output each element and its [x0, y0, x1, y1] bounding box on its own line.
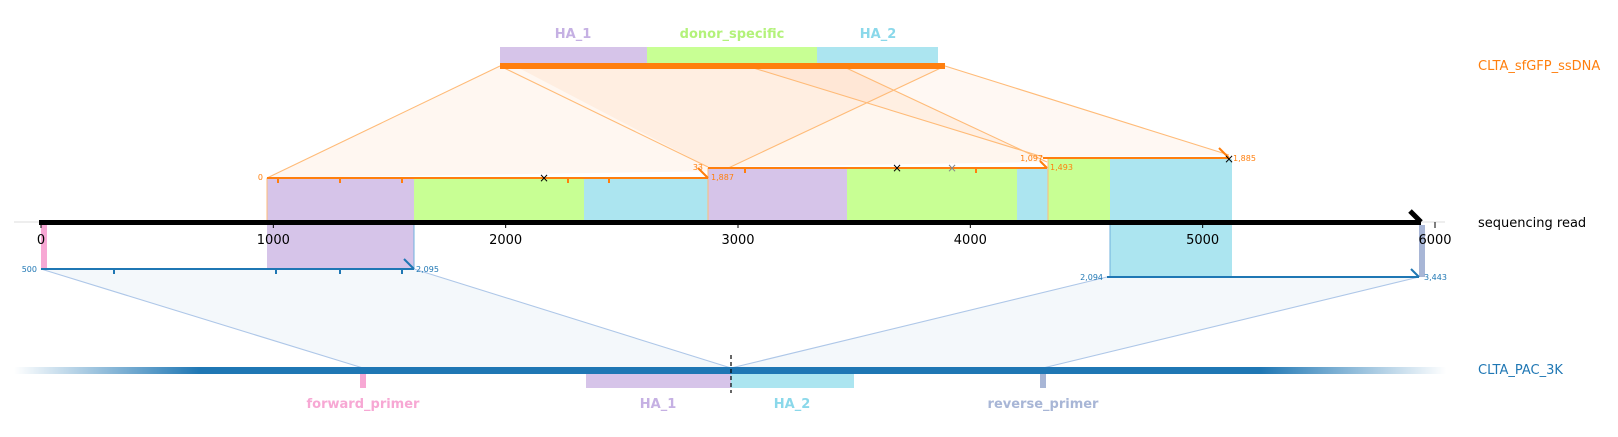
target-feature-forward-primer-box	[360, 370, 366, 388]
read-box-donor-specific	[414, 178, 584, 222]
target-feature-ha2-label: HA_2	[774, 397, 811, 412]
donor-feature-ha1-label: HA_1	[555, 27, 592, 42]
mismatch-mark: ×	[947, 161, 957, 175]
target-reference: forward_primer HA_1 HA_2 reverse_primer …	[14, 355, 1563, 412]
target-track-label: CLTA_PAC_3K	[1478, 363, 1563, 378]
read-box-ha2-target	[1110, 225, 1232, 277]
donor-alignment-end: 1,885	[1233, 154, 1256, 163]
donor-reference-bar	[500, 63, 945, 69]
read-axis-tick-label: 3000	[721, 233, 754, 248]
donor-fan-2	[515, 66, 1047, 167]
target-feature-ha2-box	[731, 370, 854, 388]
target-alignment-start: 500	[22, 265, 37, 274]
read-axis-tick-label: 0	[37, 233, 45, 248]
mismatch-mark: ×	[1224, 152, 1234, 166]
read-axis-tick-label: 4000	[954, 233, 987, 248]
target-fan-1	[41, 269, 731, 368]
read-axis-ticks: 0 1000 2000 3000 4000 5000 6000	[37, 222, 1452, 248]
target-feature-forward-primer-label: forward_primer	[307, 397, 421, 412]
donor-alignment-end: 1,887	[711, 173, 734, 182]
donor-fan-3	[747, 66, 1229, 157]
read-box-donor-specific	[1048, 159, 1110, 222]
mismatch-mark: ×	[892, 161, 902, 175]
donor-alignment-start: 0	[258, 173, 263, 182]
read-bar	[39, 220, 1421, 225]
donor-feature-donor-specific-box	[647, 47, 817, 64]
read-box-ha1	[267, 178, 414, 222]
donor-fans	[266, 65, 1230, 179]
read-axis-tick-label: 2000	[489, 233, 522, 248]
donor-alignment-labels: 0 1,887 33 1,493 1,097 1,885	[258, 154, 1256, 182]
read-track-label: sequencing read	[1478, 216, 1586, 231]
mismatch-mark: ×	[539, 171, 549, 185]
donor-feature-donor-specific-label: donor_specific	[680, 27, 785, 42]
donor-feature-ha2-label: HA_2	[860, 27, 897, 42]
target-reference-bar	[14, 367, 1446, 374]
read-box-ha2	[1017, 168, 1048, 222]
read-box-forward-primer	[41, 225, 47, 269]
target-feature-reverse-primer-label: reverse_primer	[988, 397, 1100, 412]
donor-feature-ha1-box	[500, 47, 647, 64]
read-axis: 0 1000 2000 3000 4000 5000 6000 sequencing rea…	[14, 209, 1586, 248]
target-alignment-start: 2,094	[1080, 273, 1103, 282]
read-box-ha2	[1110, 159, 1232, 222]
donor-feature-ha2-box	[817, 47, 938, 64]
donor-track-label: CLTA_sfGFP_ssDNA	[1478, 59, 1600, 74]
target-feature-ha1-label: HA_1	[640, 397, 677, 412]
read-axis-tick-label: 6000	[1418, 233, 1451, 248]
read-end-arrow	[1408, 209, 1423, 224]
target-feature-reverse-primer-box	[1040, 370, 1046, 388]
target-alignment-end: 2,095	[416, 265, 439, 274]
donor-alignment-mismatch-marks: × × × ×	[539, 152, 1234, 185]
read-box-ha2	[584, 178, 708, 222]
read-box-donor-specific	[847, 168, 1017, 222]
read-box-ha1-target	[267, 225, 414, 269]
donor-alignment-start: 1,097	[1020, 154, 1043, 163]
read-axis-tick-label: 1000	[257, 233, 290, 248]
read-axis-tick-label: 5000	[1186, 233, 1219, 248]
target-fans	[40, 268, 1420, 369]
donor-alignment-end: 1,493	[1050, 163, 1073, 172]
target-alignment-end: 3,443	[1424, 273, 1447, 282]
donor-alignment-start: 33	[693, 163, 703, 172]
read-feature-boxes	[41, 159, 1425, 277]
read-box-reverse-primer	[1419, 225, 1425, 277]
target-alignment-labels: 500 2,095 2,094 3,443	[22, 265, 1447, 282]
read-box-ha1	[708, 168, 847, 222]
target-feature-ha1-box	[586, 370, 731, 388]
donor-reference: HA_1 donor_specific HA_2 CLTA_sfGFP_ssDN…	[500, 27, 1600, 74]
target-alignments	[41, 258, 1420, 278]
target-fan-2	[731, 277, 1419, 368]
donor-alignments	[267, 147, 1230, 183]
donor-fan-1	[267, 66, 945, 178]
